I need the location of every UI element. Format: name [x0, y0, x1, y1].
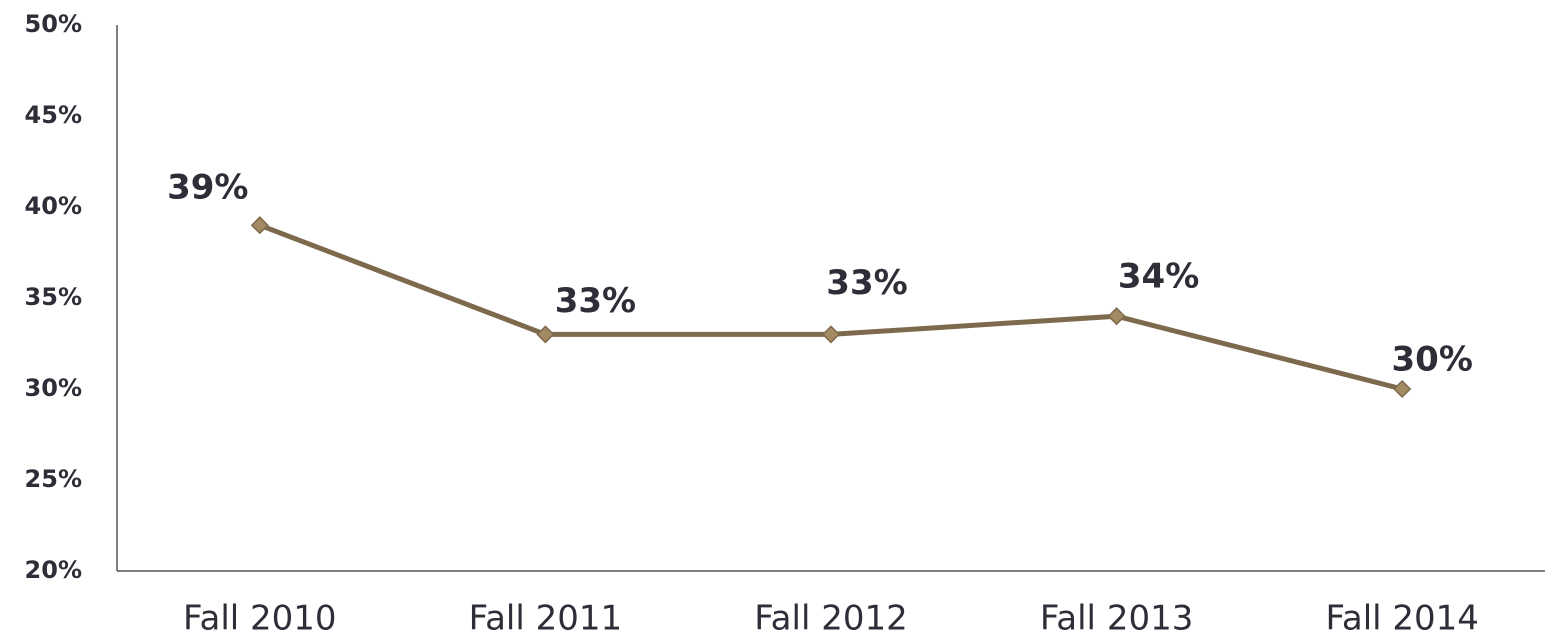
marker	[536, 325, 555, 344]
y-tick-label: 20%	[25, 556, 82, 584]
x-tick-label: Fall 2011	[469, 599, 623, 639]
x-tick-label: Fall 2013	[1040, 599, 1194, 639]
x-tick-label: Fall 2014	[1325, 599, 1479, 639]
marker	[1393, 379, 1412, 399]
marker	[821, 325, 841, 344]
marker	[250, 216, 269, 235]
x-tick-label: Fall 2010	[183, 599, 337, 639]
y-tick-label: 25%	[25, 465, 82, 493]
y-tick-label: 40%	[25, 192, 82, 220]
data-label: 33%	[555, 281, 636, 321]
y-tick-label: 30%	[25, 374, 82, 402]
x-tick-label: Fall 2012	[754, 599, 908, 639]
y-tick-label: 45%	[25, 101, 82, 129]
y-tick-label: 35%	[25, 283, 82, 311]
data-label: 30%	[1392, 340, 1473, 380]
data-label: 33%	[826, 263, 907, 303]
data-label: 34%	[1118, 257, 1199, 297]
data-label: 39%	[167, 168, 248, 208]
marker	[1107, 307, 1126, 326]
y-tick-label: 50%	[25, 10, 82, 38]
line	[258, 222, 1403, 392]
